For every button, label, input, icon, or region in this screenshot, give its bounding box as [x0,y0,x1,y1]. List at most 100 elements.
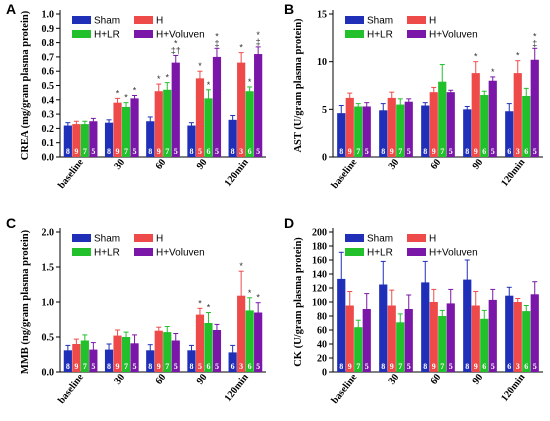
legend-label: H+Voluven [156,30,205,41]
sample-size-label: 5 [365,362,369,371]
bar-sham [337,113,346,157]
bar-h-lr [354,106,363,157]
bar-h-lr [480,318,489,372]
bar-h [113,102,122,157]
y-tick-label: 15 [317,10,327,21]
significance-marker: * [165,73,169,83]
legend-swatch [72,16,91,24]
panel-letter: A [6,1,16,17]
sample-size-label: 8 [148,362,152,371]
legend-label: Sham [367,234,393,245]
bar-h [387,305,396,372]
sample-size-label: 8 [423,147,427,156]
panel-letter: B [284,1,294,17]
sample-size-label: 3 [239,362,243,371]
bar-h-lr [480,95,489,157]
bar-h-voluven [404,101,413,157]
bar-h [195,78,205,157]
bar-h-voluven [212,56,222,157]
legend-label: H+LR [94,30,120,41]
bar-h-voluven [488,80,497,157]
bar-h [429,92,438,157]
bar-h-voluven [404,309,413,372]
sample-size-label: 6 [248,362,252,371]
y-tick-label: 0.0 [42,153,55,164]
sample-size-label: 7 [398,362,402,371]
legend-label: H+Voluven [429,30,478,41]
significance-marker: * [516,51,520,61]
x-tick-label: 90 [195,157,210,172]
sample-size-label: 3 [516,147,520,156]
x-tick-label: 60 [154,372,169,387]
significance-marker: * [215,31,219,41]
significance-marker: * [256,293,260,303]
sample-size-label: 7 [356,362,360,371]
bar-h-voluven [212,330,222,372]
sample-size-label: 7 [398,147,402,156]
sample-size-label: 7 [165,147,169,156]
bar-h-voluven [171,340,180,372]
sample-size-label: 8 [339,147,343,156]
sample-size-label: 8 [189,147,193,156]
y-tick-label: 0 [322,368,327,379]
legend-swatch [345,234,364,242]
bar-sham [505,111,514,157]
sample-size-label: 6 [248,147,252,156]
significance-marker: * [198,298,202,308]
x-tick-label: 30 [387,157,402,172]
x-tick-label: 120min [499,157,527,189]
legend-label: Sham [94,234,120,245]
bar-h-voluven [488,299,497,372]
sample-size-label: 5 [133,147,137,156]
y-tick-label: 0.5 [42,333,55,344]
y-tick-label: 1.0 [42,10,55,21]
bar-h [154,330,163,372]
significance-marker: * [207,80,211,90]
legend-swatch [345,16,364,24]
bar-sham [146,121,155,157]
bar-h-voluven [362,106,371,157]
y-tick-label: 180 [312,242,327,253]
y-tick-label: 20 [317,354,327,365]
y-tick-label: 1.5 [42,263,55,274]
sample-size-label: 8 [148,147,152,156]
x-tick-label: 30 [387,372,402,387]
sample-size-label: 6 [206,362,210,371]
significance-marker: * [116,88,120,98]
legend-swatch [134,16,153,24]
y-tick-label: 200 [312,228,327,239]
bar-h-lr [163,332,172,372]
bar-sham [421,105,430,157]
legend-label: H [156,234,163,245]
bar-h-voluven [362,309,371,372]
y-tick-label: 2.0 [42,228,55,239]
panel-c: C 0.0 0.5 1.0 1.5 2.0 MMB (ng/gram plasma prot… [6,215,266,406]
sample-size-label: 6 [482,147,486,156]
bar-h-voluven [530,59,539,158]
sample-size-label: 6 [231,362,235,371]
legend-label: H+LR [367,30,393,41]
legend-label: H [429,234,436,245]
sample-size-label: 8 [381,147,385,156]
bar-sham [228,119,237,157]
significance-marker: * [248,288,252,298]
sample-size-label: 9 [432,147,436,156]
bar-sham [104,122,114,157]
y-axis-label: CREA (mg/gram plasma protein) [20,10,31,160]
chart-panels: A 0.0 0.1 0.2 0.3 0.4 0.5 0.6 0.7 0.8 0.9 1.0 CREA (… [6,1,543,406]
x-tick-label: 60 [429,372,444,387]
significance-marker: * [174,38,178,48]
bar-h [237,295,246,372]
sample-size-label: 8 [231,147,235,156]
y-tick-label: 0.1 [42,138,55,149]
panel-d: D 0 20 40 60 80 100 120 140 160 180 200 CK (U/gram p… [284,215,543,406]
bar-sham [187,125,196,157]
y-tick-label: 0.0 [42,368,55,379]
sample-size-label: 9 [157,147,161,156]
sample-size-label: 6 [524,147,528,156]
bar-h-lr [80,340,89,372]
y-tick-label: 0.6 [42,67,55,78]
sample-size-label: 6 [482,362,486,371]
significance-marker: * [491,67,495,77]
